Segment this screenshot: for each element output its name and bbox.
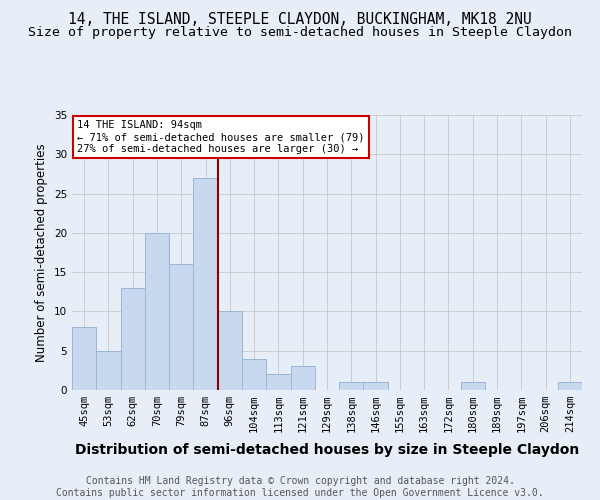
Bar (121, 288, 145, 390)
Bar (290, 366, 315, 390)
Text: Size of property relative to semi-detached houses in Steeple Claydon: Size of property relative to semi-detach… (28, 26, 572, 39)
Bar (218, 312, 242, 390)
Bar (96, 350, 121, 390)
Bar (145, 233, 169, 390)
Text: 14 THE ISLAND: 94sqm
← 71% of semi-detached houses are smaller (79)
27% of semi-: 14 THE ISLAND: 94sqm ← 71% of semi-detac… (77, 120, 365, 154)
Bar (193, 178, 218, 390)
Bar (339, 382, 364, 390)
Bar (461, 382, 485, 390)
Y-axis label: Number of semi-detached properties: Number of semi-detached properties (35, 143, 49, 362)
Bar (266, 374, 290, 390)
Bar (242, 358, 266, 390)
Text: Contains HM Land Registry data © Crown copyright and database right 2024.
Contai: Contains HM Land Registry data © Crown c… (56, 476, 544, 498)
Bar (169, 264, 193, 390)
Bar (364, 382, 388, 390)
Text: 14, THE ISLAND, STEEPLE CLAYDON, BUCKINGHAM, MK18 2NU: 14, THE ISLAND, STEEPLE CLAYDON, BUCKING… (68, 12, 532, 28)
Bar (558, 382, 582, 390)
X-axis label: Distribution of semi-detached houses by size in Steeple Claydon: Distribution of semi-detached houses by … (75, 444, 579, 458)
Bar (72, 327, 96, 390)
